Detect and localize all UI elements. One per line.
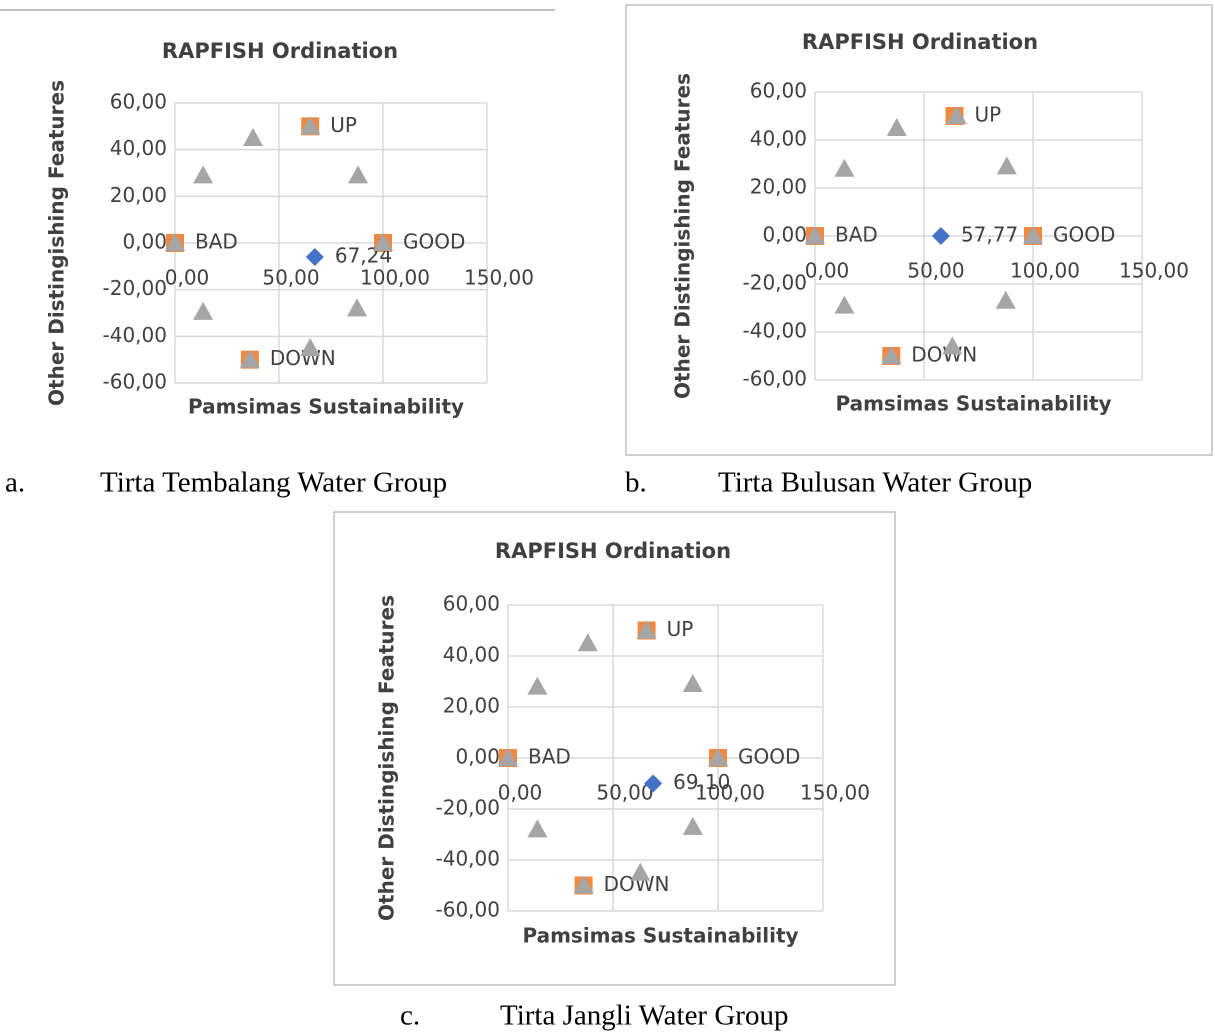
point-label: 57,77 [961,223,1018,247]
x-tick-label: 0,00 [165,266,210,290]
panel-border [333,511,896,986]
y-tick-label: 20,00 [750,175,807,199]
triangle-marker [886,118,907,136]
x-axis-title: Pamsimas Sustainability [188,395,464,419]
x-tick-label: 50,00 [596,781,653,805]
caption-letter: b. [625,467,647,499]
x-tick-label: 0,00 [805,259,850,283]
caption: Tirta Bulusan Water Group [718,467,1032,499]
triangle-marker [243,128,263,146]
y-tick-label: -60,00 [103,370,167,394]
point-label: GOOD [738,745,800,769]
y-tick-label: -40,00 [743,319,807,343]
triangle-marker [834,158,855,177]
x-tick-label: 100,00 [360,266,430,290]
y-tick-label: -40,00 [103,323,167,347]
y-tick-label: -40,00 [436,847,500,871]
y-tick-label: 40,00 [443,643,500,667]
diamond-marker [305,248,324,266]
triangle-marker [1023,226,1043,244]
triangle-marker [193,165,214,184]
triangle-marker [527,676,548,695]
y-tick-label: 40,00 [110,136,167,160]
triangle-marker [348,165,369,184]
point-label: DOWN [911,343,977,367]
triangle-marker [498,748,518,766]
point-label: BAD [195,230,238,254]
point-label: GOOD [1053,223,1115,247]
triangle-marker [942,336,963,355]
y-axis-title: Other Distingishing Features [671,73,695,399]
y-tick-label: 20,00 [443,694,500,718]
x-axis-title: Pamsimas Sustainability [835,392,1111,416]
point-label: GOOD [403,230,465,254]
point-label: UP [667,617,694,641]
y-tick-label: 60,00 [443,592,500,616]
point-label: DOWN [270,346,336,370]
triangle-marker [946,106,967,124]
point-label: UP [330,113,357,137]
y-tick-label: 0,00 [762,223,807,247]
x-tick-label: 150,00 [464,266,534,290]
diamond-marker [931,227,950,245]
triangle-marker [805,226,825,244]
point-label: UP [975,103,1002,127]
triangle-marker [881,346,902,364]
panel-border [625,4,1213,456]
triangle-marker [239,349,260,368]
y-tick-label: -20,00 [103,276,167,300]
x-tick-label: 150,00 [1119,259,1189,283]
triangle-marker [834,295,855,314]
y-tick-label: 20,00 [110,183,167,207]
y-tick-label: 0,00 [455,745,500,769]
triangle-marker [300,116,321,135]
chart-title: RAPFISH Ordination [802,30,1038,54]
triangle-marker [708,748,728,766]
triangle-marker [636,620,657,639]
triangle-marker [682,674,703,693]
chart-title: RAPFISH Ordination [162,39,398,63]
triangle-marker [165,233,185,251]
y-tick-label: 0,00 [122,230,167,254]
triangle-marker [347,298,367,317]
chart-title: RAPFISH Ordination [495,539,731,563]
x-tick-label: 100,00 [695,781,765,805]
x-tick-label: 0,00 [498,781,543,805]
y-tick-label: -60,00 [743,367,807,391]
y-axis-title: Other Distingishing Features [375,595,399,921]
x-tick-label: 100,00 [1010,259,1080,283]
y-tick-label: 40,00 [750,127,807,151]
triangle-marker [995,290,1016,309]
caption-letter: c. [400,1000,420,1032]
x-tick-label: 50,00 [907,259,964,283]
y-tick-label: -20,00 [436,796,500,820]
y-tick-label: 60,00 [750,79,807,103]
triangle-marker [682,816,703,835]
triangle-marker [630,862,651,881]
x-axis-title: Pamsimas Sustainability [522,924,798,948]
point-label: BAD [528,745,571,769]
y-tick-label: 60,00 [110,90,167,114]
triangle-marker [996,156,1017,175]
diamond-marker [644,774,663,793]
y-tick-label: -60,00 [436,898,500,922]
triangle-marker [193,301,214,320]
triangle-marker [527,819,548,838]
triangle-marker [577,633,598,652]
caption: Tirta Jangli Water Group [500,1000,788,1032]
x-tick-label: 50,00 [262,266,319,290]
triangle-marker [573,875,594,894]
x-tick-label: 150,00 [800,781,870,805]
y-axis-title: Other Distingishing Features [45,80,69,406]
point-label: BAD [835,223,878,247]
y-tick-label: -20,00 [743,271,807,295]
caption-letter: a. [5,467,25,499]
caption: Tirta Tembalang Water Group [100,467,447,499]
point-label: 69,10 [673,770,730,794]
triangle-marker [300,338,321,356]
triangle-marker [373,233,393,251]
